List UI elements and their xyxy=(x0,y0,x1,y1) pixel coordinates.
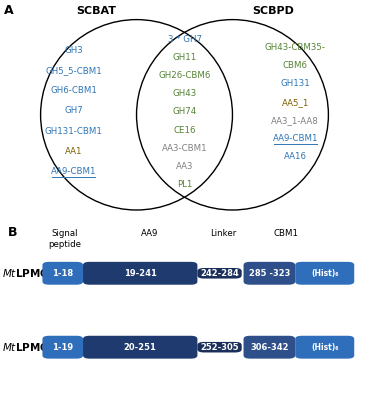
Text: B: B xyxy=(7,226,17,239)
FancyBboxPatch shape xyxy=(197,342,242,352)
Text: AA9: AA9 xyxy=(141,229,158,238)
Text: CBM6: CBM6 xyxy=(283,61,308,70)
FancyBboxPatch shape xyxy=(295,336,354,359)
Text: 252-305: 252-305 xyxy=(200,343,239,352)
Text: Signal
peptide: Signal peptide xyxy=(48,229,81,249)
Text: SCBAT: SCBAT xyxy=(76,6,116,16)
Text: GH5_5-CBM1: GH5_5-CBM1 xyxy=(45,66,102,75)
Text: 242-284: 242-284 xyxy=(200,269,239,278)
FancyBboxPatch shape xyxy=(83,262,197,285)
Text: GH6-CBM1: GH6-CBM1 xyxy=(50,86,97,95)
Text: 1-19: 1-19 xyxy=(52,343,73,352)
Text: AA3-CBM1: AA3-CBM1 xyxy=(162,144,207,153)
Text: $\it{Mt}$LPMO9B: $\it{Mt}$LPMO9B xyxy=(2,267,65,279)
Text: AA9-CBM1: AA9-CBM1 xyxy=(51,167,97,176)
Text: $\it{Mt}$LPMO9H: $\it{Mt}$LPMO9H xyxy=(2,341,65,353)
FancyBboxPatch shape xyxy=(197,268,242,278)
Text: CE16: CE16 xyxy=(173,126,196,135)
Text: GH131: GH131 xyxy=(280,80,310,88)
Text: GH26-CBM6: GH26-CBM6 xyxy=(158,71,211,80)
Text: AA3_1-AA8: AA3_1-AA8 xyxy=(271,116,319,125)
Text: SCBPD: SCBPD xyxy=(252,6,294,16)
Text: AA9-CBM1: AA9-CBM1 xyxy=(272,134,318,143)
Text: CBM1: CBM1 xyxy=(273,229,299,238)
Text: 285 -323: 285 -323 xyxy=(249,269,290,278)
Text: GH43-CBM35-: GH43-CBM35- xyxy=(265,43,326,52)
FancyBboxPatch shape xyxy=(295,262,354,285)
Text: AA5_1: AA5_1 xyxy=(282,98,309,107)
FancyBboxPatch shape xyxy=(42,336,83,359)
Text: GH131-CBM1: GH131-CBM1 xyxy=(45,126,103,136)
Text: 19-241: 19-241 xyxy=(124,269,157,278)
Text: 3 * GH7: 3 * GH7 xyxy=(168,35,201,44)
Text: (Hist)₆: (Hist)₆ xyxy=(311,343,338,352)
Text: GH74: GH74 xyxy=(172,108,197,116)
Text: AA1: AA1 xyxy=(65,147,83,156)
Text: 306-342: 306-342 xyxy=(250,343,289,352)
Text: 20-251: 20-251 xyxy=(124,343,157,352)
Text: 1-18: 1-18 xyxy=(52,269,73,278)
FancyBboxPatch shape xyxy=(42,262,83,285)
FancyBboxPatch shape xyxy=(244,262,295,285)
Text: AA16: AA16 xyxy=(284,152,307,161)
Text: Linker: Linker xyxy=(210,229,237,238)
Text: (Hist)₆: (Hist)₆ xyxy=(311,269,338,278)
Text: AA3: AA3 xyxy=(176,162,193,171)
Text: GH7: GH7 xyxy=(65,106,83,115)
Text: GH3: GH3 xyxy=(65,46,83,55)
Text: GH11: GH11 xyxy=(172,53,197,62)
Text: A: A xyxy=(4,4,14,17)
FancyBboxPatch shape xyxy=(83,336,197,359)
Text: PL1: PL1 xyxy=(177,180,192,189)
Text: GH43: GH43 xyxy=(172,89,197,98)
FancyBboxPatch shape xyxy=(244,336,295,359)
